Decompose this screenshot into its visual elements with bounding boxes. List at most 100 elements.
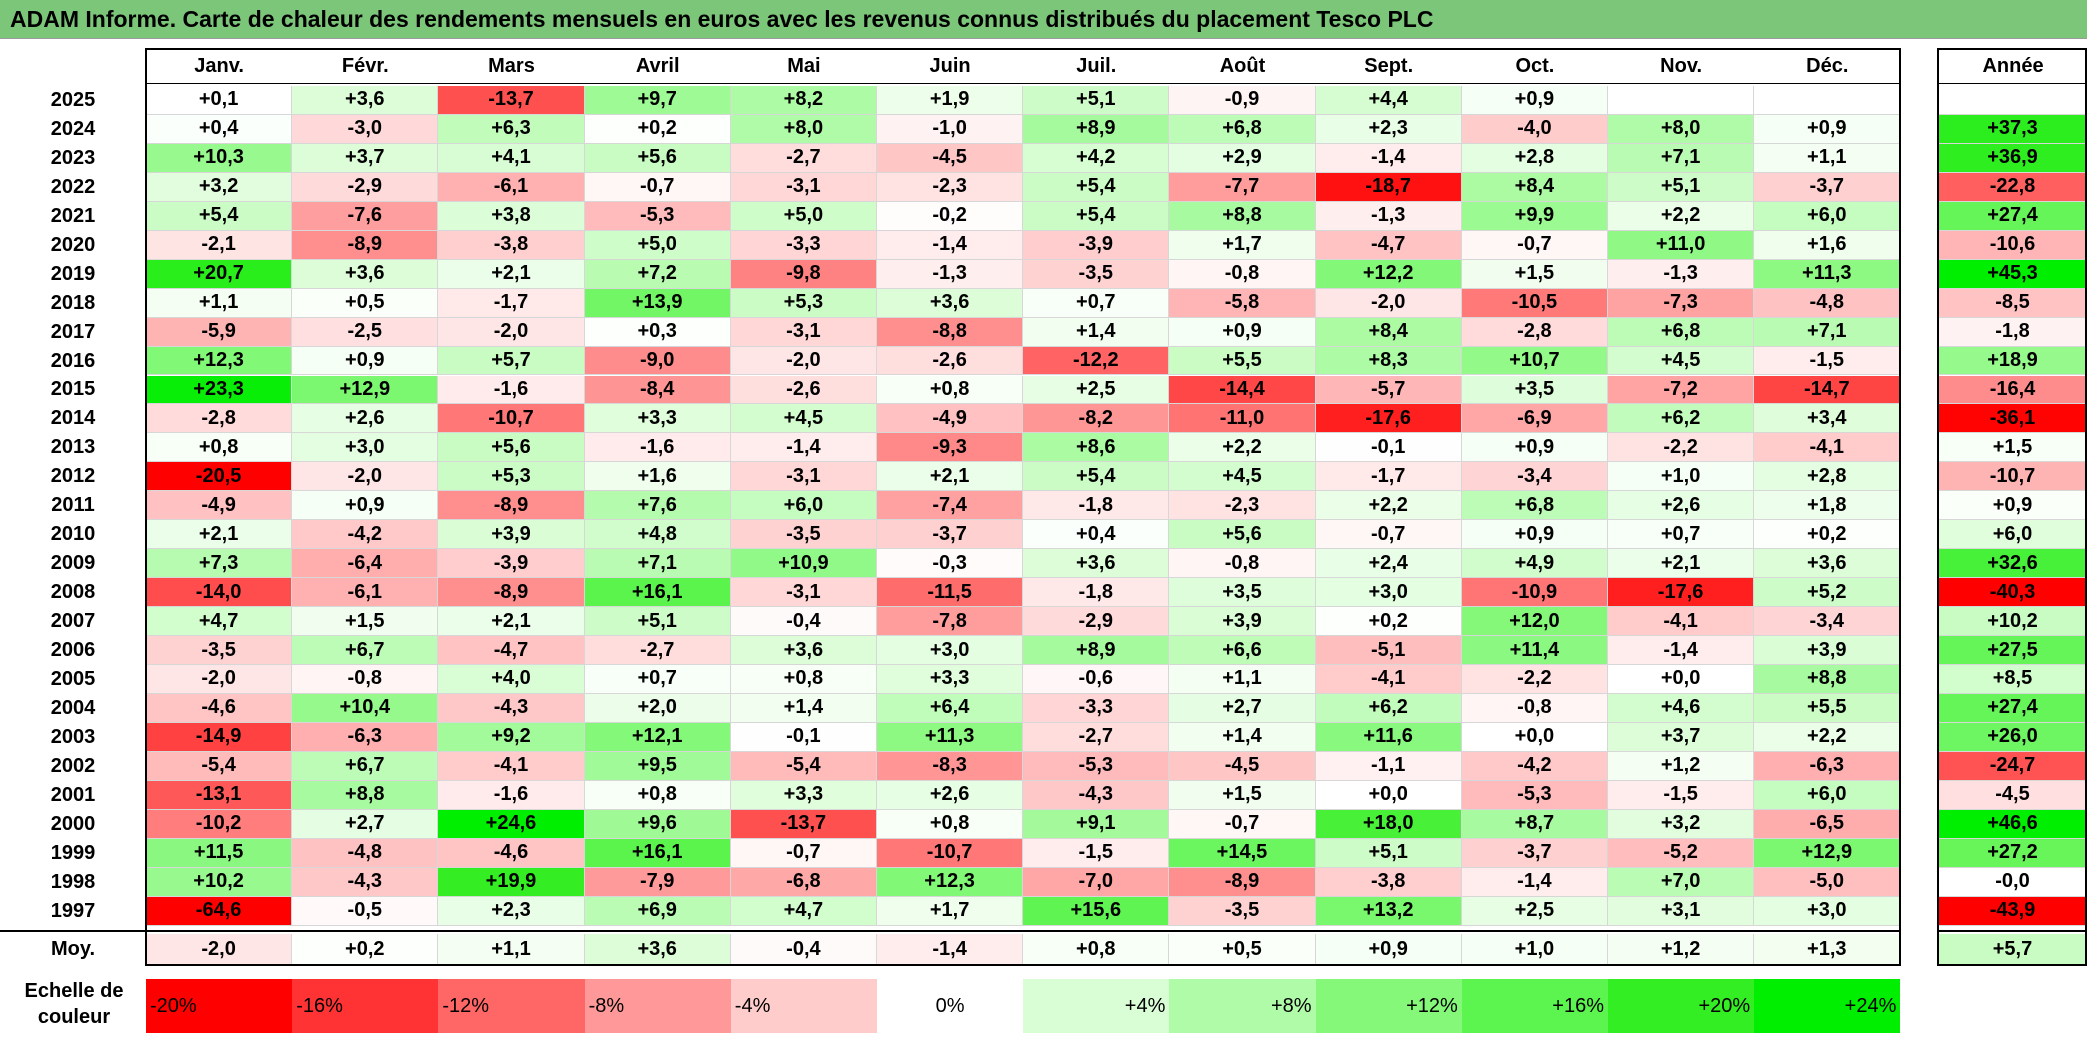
heatmap-cell: +2,2 xyxy=(1315,491,1462,521)
heatmap-cell: +2,8 xyxy=(1754,462,1901,492)
year-label: 2002 xyxy=(50,754,96,777)
heatmap-cell xyxy=(1754,86,1901,115)
annual-cell: +10,2 xyxy=(1939,607,2087,637)
heatmap-cell: +8,8 xyxy=(1169,201,1316,231)
heatmap-cell: +1,5 xyxy=(292,607,439,637)
heatmap-cell: -2,8 xyxy=(1461,317,1608,347)
heatmap-cell: +6,9 xyxy=(584,896,731,926)
heatmap-cell: +6,2 xyxy=(1608,404,1755,434)
heatmap-cell: +5,4 xyxy=(1023,172,1170,202)
heatmap-cell: -8,4 xyxy=(584,375,731,405)
heatmap-cell: -9,8 xyxy=(730,259,877,289)
heatmap-cell: +5,2 xyxy=(1754,578,1901,608)
heatmap-cell: +3,0 xyxy=(292,433,439,463)
heatmap-cell: +6,7 xyxy=(292,751,439,781)
heatmap-cell: -2,0 xyxy=(730,346,877,376)
year-label: 2019 xyxy=(50,262,96,285)
heatmap-cell: +6,0 xyxy=(1754,780,1901,810)
heatmap-cell: +4,9 xyxy=(1461,549,1608,579)
heatmap-cell: +11,3 xyxy=(877,722,1024,752)
heatmap-cell: -3,5 xyxy=(730,520,877,550)
heatmap-cell: +2,1 xyxy=(438,259,585,289)
heatmap-cell: +8,4 xyxy=(1461,172,1608,202)
heatmap-cell: +3,3 xyxy=(584,404,731,434)
annual-cell: +27,2 xyxy=(1939,838,2087,868)
heatmap-cell: +1,2 xyxy=(1608,751,1755,781)
heatmap-cell: -2,0 xyxy=(1315,288,1462,318)
heatmap-cell: -6,5 xyxy=(1754,809,1901,839)
heatmap-cell: +6,2 xyxy=(1315,693,1462,723)
heatmap-cell: -2,9 xyxy=(292,172,439,202)
heatmap-cell: -0,1 xyxy=(1315,433,1462,463)
heatmap-cell: -2,8 xyxy=(146,404,293,434)
heatmap-cell: -10,7 xyxy=(438,404,585,434)
year-label: 2017 xyxy=(50,320,96,343)
heatmap-cell: -1,4 xyxy=(1461,867,1608,897)
year-label: 1997 xyxy=(50,899,96,922)
column-header: Avril xyxy=(584,50,731,84)
heatmap-cell: +0,9 xyxy=(1461,520,1608,550)
heatmap-cell: -7,9 xyxy=(584,867,731,897)
heatmap-cell: +1,7 xyxy=(877,896,1024,926)
heatmap-cell: +0,9 xyxy=(292,491,439,521)
heatmap-cell: -0,9 xyxy=(1169,86,1316,115)
column-header: Mars xyxy=(438,50,585,84)
heatmap-cell: +0,4 xyxy=(146,114,293,144)
heatmap-cell: -11,5 xyxy=(877,578,1024,608)
heatmap-cell: +8,9 xyxy=(1023,114,1170,144)
annual-cell: +26,0 xyxy=(1939,722,2087,752)
average-separator xyxy=(0,929,1902,932)
year-label: 2009 xyxy=(50,552,96,575)
heatmap-cell: -6,4 xyxy=(292,549,439,579)
heatmap-cell: -2,7 xyxy=(1023,722,1170,752)
heatmap-cell: +6,0 xyxy=(730,491,877,521)
average-label: Moy. xyxy=(50,938,96,961)
annual-cell: +8,5 xyxy=(1939,665,2087,694)
heatmap-cell: -0,8 xyxy=(292,665,439,694)
heatmap-cell: -17,6 xyxy=(1315,404,1462,434)
heatmap-cell: +0,9 xyxy=(1754,114,1901,144)
heatmap-cell: -20,5 xyxy=(146,462,293,492)
heatmap-cell: +3,1 xyxy=(1608,896,1755,926)
average-cell: +0,2 xyxy=(292,933,439,966)
heatmap-cell: -4,7 xyxy=(438,636,585,665)
heatmap-cell: -3,5 xyxy=(1023,259,1170,289)
heatmap-cell: -2,7 xyxy=(730,143,877,173)
heatmap-cell: -5,4 xyxy=(730,751,877,781)
heatmap-cell: +2,6 xyxy=(877,780,1024,810)
heatmap-cell: +12,1 xyxy=(584,722,731,752)
heatmap-cell: +5,5 xyxy=(1754,693,1901,723)
year-label: 1998 xyxy=(50,870,96,893)
color-scale-stop: +8% xyxy=(1169,979,1316,1033)
heatmap-cell: +1,0 xyxy=(1608,462,1755,492)
year-label: 2024 xyxy=(50,117,96,140)
year-label: 2023 xyxy=(50,146,96,169)
heatmap-cell: +3,6 xyxy=(1754,549,1901,579)
color-scale-stop: -4% xyxy=(730,979,877,1033)
heatmap-cell: -2,0 xyxy=(292,462,439,492)
heatmap-cell: -5,1 xyxy=(1315,636,1462,665)
column-header: Juil. xyxy=(1023,50,1170,84)
heatmap-cell: +11,4 xyxy=(1461,636,1608,665)
heatmap-cell: -1,8 xyxy=(1023,578,1170,608)
column-header: Déc. xyxy=(1754,50,1901,84)
average-cell: -2,0 xyxy=(146,933,293,966)
heatmap-cell: +4,5 xyxy=(1169,462,1316,492)
heatmap-cell: +0,2 xyxy=(1754,520,1901,550)
heatmap-cell: +8,8 xyxy=(1754,665,1901,694)
average-cell: +0,5 xyxy=(1169,933,1316,966)
heatmap-cell: +3,3 xyxy=(730,780,877,810)
heatmap-cell: -9,3 xyxy=(877,433,1024,463)
heatmap-cell: +24,6 xyxy=(438,809,585,839)
heatmap-cell: +7,0 xyxy=(1608,867,1755,897)
heatmap-cell: -4,1 xyxy=(1608,607,1755,637)
heatmap-cell: -0,8 xyxy=(1169,259,1316,289)
heatmap-cell: +1,4 xyxy=(1169,722,1316,752)
heatmap-cell: -0,7 xyxy=(1461,230,1608,260)
heatmap-cell: +4,7 xyxy=(146,607,293,637)
heatmap-cell: +23,3 xyxy=(146,375,293,405)
heatmap-cell: -4,3 xyxy=(1023,780,1170,810)
heatmap-cell: -0,7 xyxy=(1169,809,1316,839)
heatmap-cell: +10,4 xyxy=(292,693,439,723)
heatmap-cell: -4,3 xyxy=(438,693,585,723)
